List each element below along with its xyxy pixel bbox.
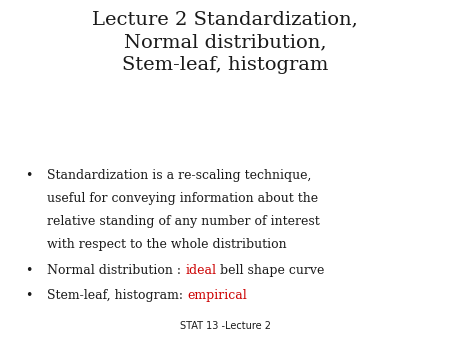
Text: Stem-leaf, histogram:: Stem-leaf, histogram: (47, 289, 187, 302)
Text: with respect to the whole distribution: with respect to the whole distribution (47, 238, 287, 251)
Text: Lecture 2 Standardization,
Normal distribution,
Stem-leaf, histogram: Lecture 2 Standardization, Normal distri… (92, 10, 358, 74)
Text: relative standing of any number of interest: relative standing of any number of inter… (47, 215, 320, 228)
Text: •: • (25, 289, 32, 302)
Text: Standardization is a re-scaling technique,: Standardization is a re-scaling techniqu… (47, 169, 311, 182)
Text: bell shape curve: bell shape curve (216, 264, 324, 277)
Text: •: • (25, 169, 32, 182)
Text: STAT 13 -Lecture 2: STAT 13 -Lecture 2 (180, 321, 270, 331)
Text: •: • (25, 264, 32, 277)
Text: Normal distribution :: Normal distribution : (47, 264, 185, 277)
Text: ideal: ideal (185, 264, 216, 277)
Text: useful for conveying information about the: useful for conveying information about t… (47, 192, 319, 205)
Text: empirical: empirical (187, 289, 247, 302)
